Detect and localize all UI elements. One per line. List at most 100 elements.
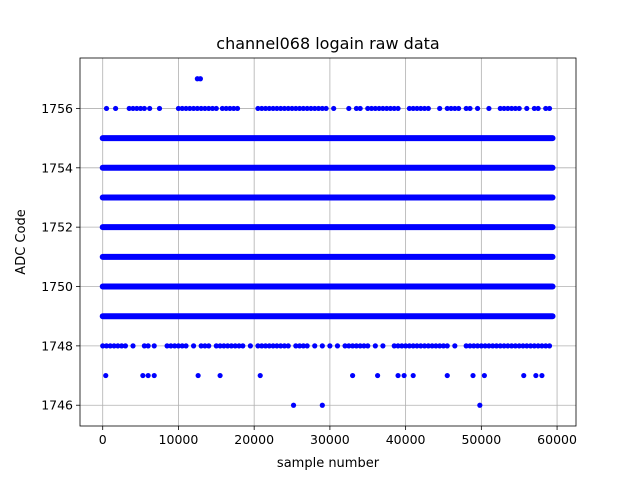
data-point (175, 343, 182, 349)
data-point (543, 343, 549, 349)
data-point (195, 372, 201, 379)
data-point (198, 105, 204, 112)
data-point (312, 105, 318, 112)
data-point (274, 343, 280, 349)
data-point (346, 343, 352, 349)
data-point (187, 105, 193, 112)
data-point (368, 105, 375, 112)
data-point (520, 343, 526, 349)
data-point (164, 343, 170, 349)
data-point (401, 372, 407, 379)
x-tick-label: 60000 (537, 432, 577, 447)
data-point (418, 343, 424, 349)
data-point (452, 343, 458, 349)
data-point (183, 343, 189, 349)
data-point (493, 343, 500, 349)
data-point (387, 105, 394, 112)
plot-frame (79, 57, 577, 427)
data-point (546, 105, 553, 112)
x-tick-label: 0 (99, 432, 107, 447)
data-point (197, 76, 204, 82)
data-point (281, 105, 288, 112)
x-tick-label: 10000 (159, 432, 199, 447)
data-point (524, 105, 530, 112)
data-point (190, 343, 197, 349)
data-point (319, 343, 325, 349)
data-point (444, 372, 450, 379)
data-point (266, 105, 272, 112)
data-point (425, 343, 431, 349)
data-point (501, 105, 507, 112)
data-point (350, 372, 356, 379)
data-point (183, 105, 189, 112)
data-point (429, 343, 435, 349)
data-point (202, 105, 208, 112)
data-point (209, 105, 216, 112)
data-point (456, 105, 462, 112)
data-point (516, 343, 522, 349)
data-point (437, 105, 443, 112)
data-point (255, 105, 261, 112)
data-point (421, 343, 428, 349)
data-point (290, 402, 297, 408)
data-point (134, 105, 140, 112)
data-point (418, 105, 424, 112)
data-point (100, 343, 106, 349)
data-point (384, 105, 390, 112)
data-point (300, 343, 306, 349)
data-point (395, 343, 401, 349)
data-point (141, 343, 147, 349)
data-point (122, 343, 129, 349)
data-point (213, 343, 219, 349)
data-point (219, 105, 225, 112)
data-point (217, 372, 223, 379)
data-point (425, 105, 431, 112)
data-points (100, 76, 553, 408)
data-point (505, 105, 511, 112)
data-point (236, 343, 242, 349)
data-point (206, 105, 212, 112)
data-point (501, 343, 507, 349)
data-point (477, 402, 483, 408)
data-point (190, 105, 197, 112)
x-axis-ticks: 0 10000 20000 30000 40000 50000 60000 (99, 426, 577, 447)
data-point (140, 372, 146, 379)
data-point (410, 372, 416, 379)
data-point (391, 105, 397, 112)
data-point (365, 343, 371, 349)
data-point (395, 372, 401, 379)
data-point (497, 105, 503, 112)
data-point (531, 343, 537, 349)
data-point (546, 343, 553, 349)
data-point (512, 343, 519, 349)
data-point (452, 105, 458, 112)
data-point (103, 105, 110, 112)
data-point (315, 105, 322, 112)
data-point (376, 105, 382, 112)
data-point (444, 105, 450, 112)
data-point (410, 105, 416, 112)
data-point (217, 343, 223, 349)
data-point (437, 343, 443, 349)
data-point (486, 105, 492, 112)
data-point (179, 343, 185, 349)
data-point (539, 343, 545, 349)
data-point (535, 105, 541, 112)
y-tick-label: 1748 (41, 338, 73, 353)
data-point (225, 343, 231, 349)
data-point (156, 105, 163, 112)
data-point (151, 372, 157, 379)
data-point (463, 343, 469, 349)
data-point (365, 105, 371, 112)
data-point (516, 105, 522, 112)
data-point (444, 343, 450, 349)
data-point (198, 343, 204, 349)
data-point (281, 343, 288, 349)
data-point (175, 105, 182, 112)
data-point (103, 343, 110, 349)
data-point (481, 372, 487, 379)
data-point (350, 343, 356, 349)
data-point (130, 343, 136, 349)
data-point (115, 343, 121, 349)
data-point (266, 343, 272, 349)
